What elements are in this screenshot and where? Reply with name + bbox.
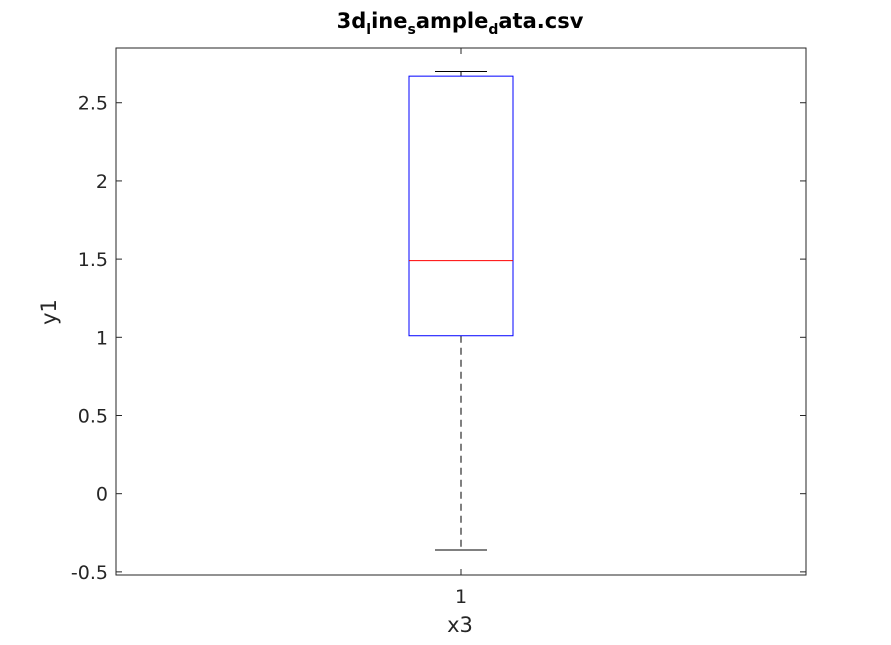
y-axis-ticks: -0.5 0 0.5 1 1.5 2 2.5	[71, 93, 806, 584]
x-axis-label: x3	[447, 613, 473, 637]
y-tick-label: 0.5	[78, 405, 108, 427]
x-axis-ticks: 1	[455, 48, 467, 608]
y-tick-label: 1.5	[78, 249, 108, 271]
title-part: s	[407, 22, 415, 38]
y-tick-label: 0	[96, 484, 108, 506]
title-part: l	[366, 22, 371, 38]
y-tick-label: 2	[96, 171, 108, 193]
title-part: d	[488, 22, 498, 38]
chart-title: 3dlinesampledata.csv	[337, 9, 584, 38]
title-part: 3d	[337, 9, 367, 33]
y-axis-label: y1	[37, 299, 61, 325]
title-part: ata.csv	[498, 9, 583, 33]
title-part: ine	[371, 9, 407, 33]
boxes-layer	[408, 70, 514, 551]
x-tick-label: 1	[455, 586, 467, 608]
y-tick-label: -0.5	[71, 562, 108, 584]
y-tick-label: 1	[96, 327, 108, 349]
box-iqr	[408, 75, 514, 337]
y-tick-label: 2.5	[78, 93, 108, 115]
title-part: ample	[416, 9, 489, 33]
